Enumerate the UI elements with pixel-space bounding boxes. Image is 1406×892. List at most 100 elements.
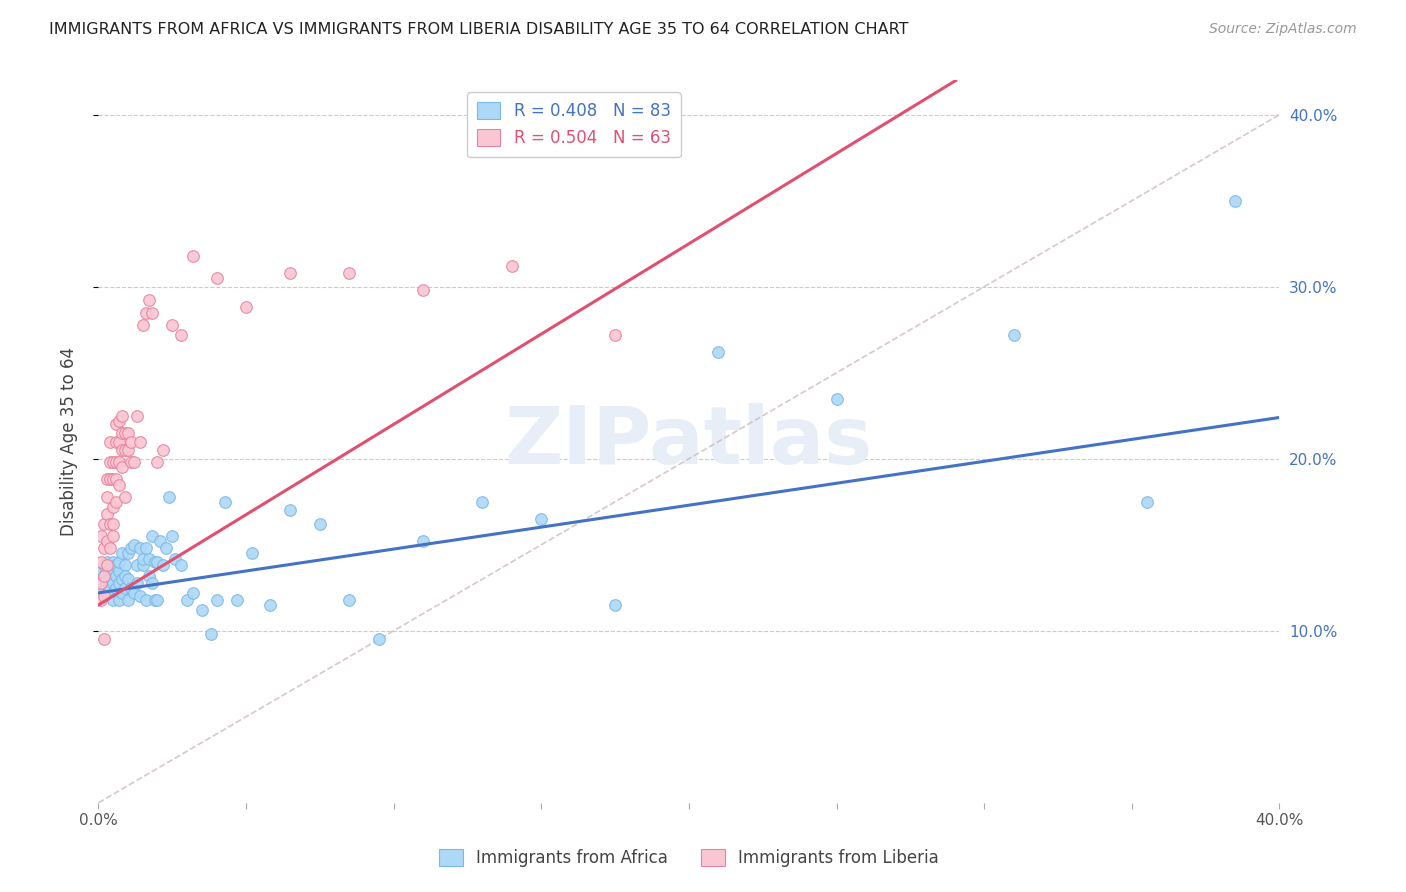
Point [132, 551, 155, 566]
Point [111, 425, 134, 440]
Point [103, 586, 125, 600]
Point [143, 555, 166, 569]
Point [146, 555, 169, 569]
Point [96, 507, 118, 521]
Point [135, 541, 157, 556]
Point [1225, 194, 1247, 208]
Point [98, 517, 121, 532]
Point [141, 305, 163, 319]
Point [98, 434, 121, 449]
Point [93, 581, 115, 595]
Point [368, 632, 391, 647]
Point [120, 455, 142, 469]
Point [280, 503, 302, 517]
Point [125, 558, 148, 573]
Point [132, 558, 155, 573]
Point [412, 534, 434, 549]
Point [105, 581, 128, 595]
Point [707, 345, 730, 359]
Point [152, 558, 174, 573]
Point [93, 568, 115, 582]
Point [90, 529, 112, 543]
Point [96, 555, 118, 569]
Point [108, 592, 131, 607]
Point [96, 472, 118, 486]
Point [96, 490, 118, 504]
Point [105, 568, 128, 582]
Point [128, 434, 150, 449]
Point [108, 455, 131, 469]
Point [103, 517, 125, 532]
Point [98, 567, 121, 582]
Point [280, 266, 302, 280]
Point [181, 249, 204, 263]
Point [108, 575, 131, 590]
Point [122, 455, 145, 469]
Point [205, 271, 228, 285]
Point [165, 551, 187, 566]
Point [117, 443, 139, 458]
Point [93, 632, 115, 647]
Point [105, 455, 128, 469]
Point [120, 541, 142, 556]
Point [90, 592, 112, 607]
Point [146, 455, 169, 469]
Point [125, 575, 148, 590]
Point [240, 546, 263, 560]
Point [93, 541, 115, 556]
Point [108, 555, 131, 569]
Point [103, 564, 125, 578]
Point [120, 434, 142, 449]
Point [105, 434, 128, 449]
Point [103, 500, 125, 514]
Point [93, 558, 115, 573]
Point [339, 592, 361, 607]
Point [105, 417, 128, 432]
Point [214, 494, 236, 508]
Point [152, 443, 174, 458]
Point [103, 592, 125, 607]
Point [90, 575, 112, 590]
Point [93, 517, 115, 532]
Point [105, 472, 128, 486]
Point [114, 568, 136, 582]
Point [235, 301, 257, 315]
Point [114, 558, 136, 573]
Point [155, 541, 177, 556]
Point [90, 555, 112, 569]
Point [93, 568, 115, 582]
Point [157, 490, 180, 504]
Point [339, 266, 361, 280]
Point [1136, 494, 1159, 508]
Point [103, 455, 125, 469]
Point [259, 598, 281, 612]
Point [120, 581, 142, 595]
Point [114, 425, 136, 440]
Point [530, 512, 553, 526]
Point [141, 575, 163, 590]
Point [309, 517, 332, 532]
Point [117, 592, 139, 607]
Point [143, 592, 166, 607]
Point [111, 443, 134, 458]
Point [1002, 327, 1025, 342]
Point [98, 581, 121, 595]
Point [103, 555, 125, 569]
Point [176, 592, 198, 607]
Point [105, 494, 128, 508]
Point [138, 551, 160, 566]
Point [98, 541, 121, 556]
Point [108, 564, 131, 578]
Point [226, 592, 249, 607]
Point [138, 293, 160, 308]
Point [93, 590, 115, 604]
Point [181, 586, 204, 600]
Point [108, 414, 131, 428]
Point [96, 564, 118, 578]
Point [111, 586, 134, 600]
Point [103, 529, 125, 543]
Point [117, 572, 139, 586]
Point [141, 529, 163, 543]
Point [162, 318, 183, 332]
Point [128, 541, 150, 556]
